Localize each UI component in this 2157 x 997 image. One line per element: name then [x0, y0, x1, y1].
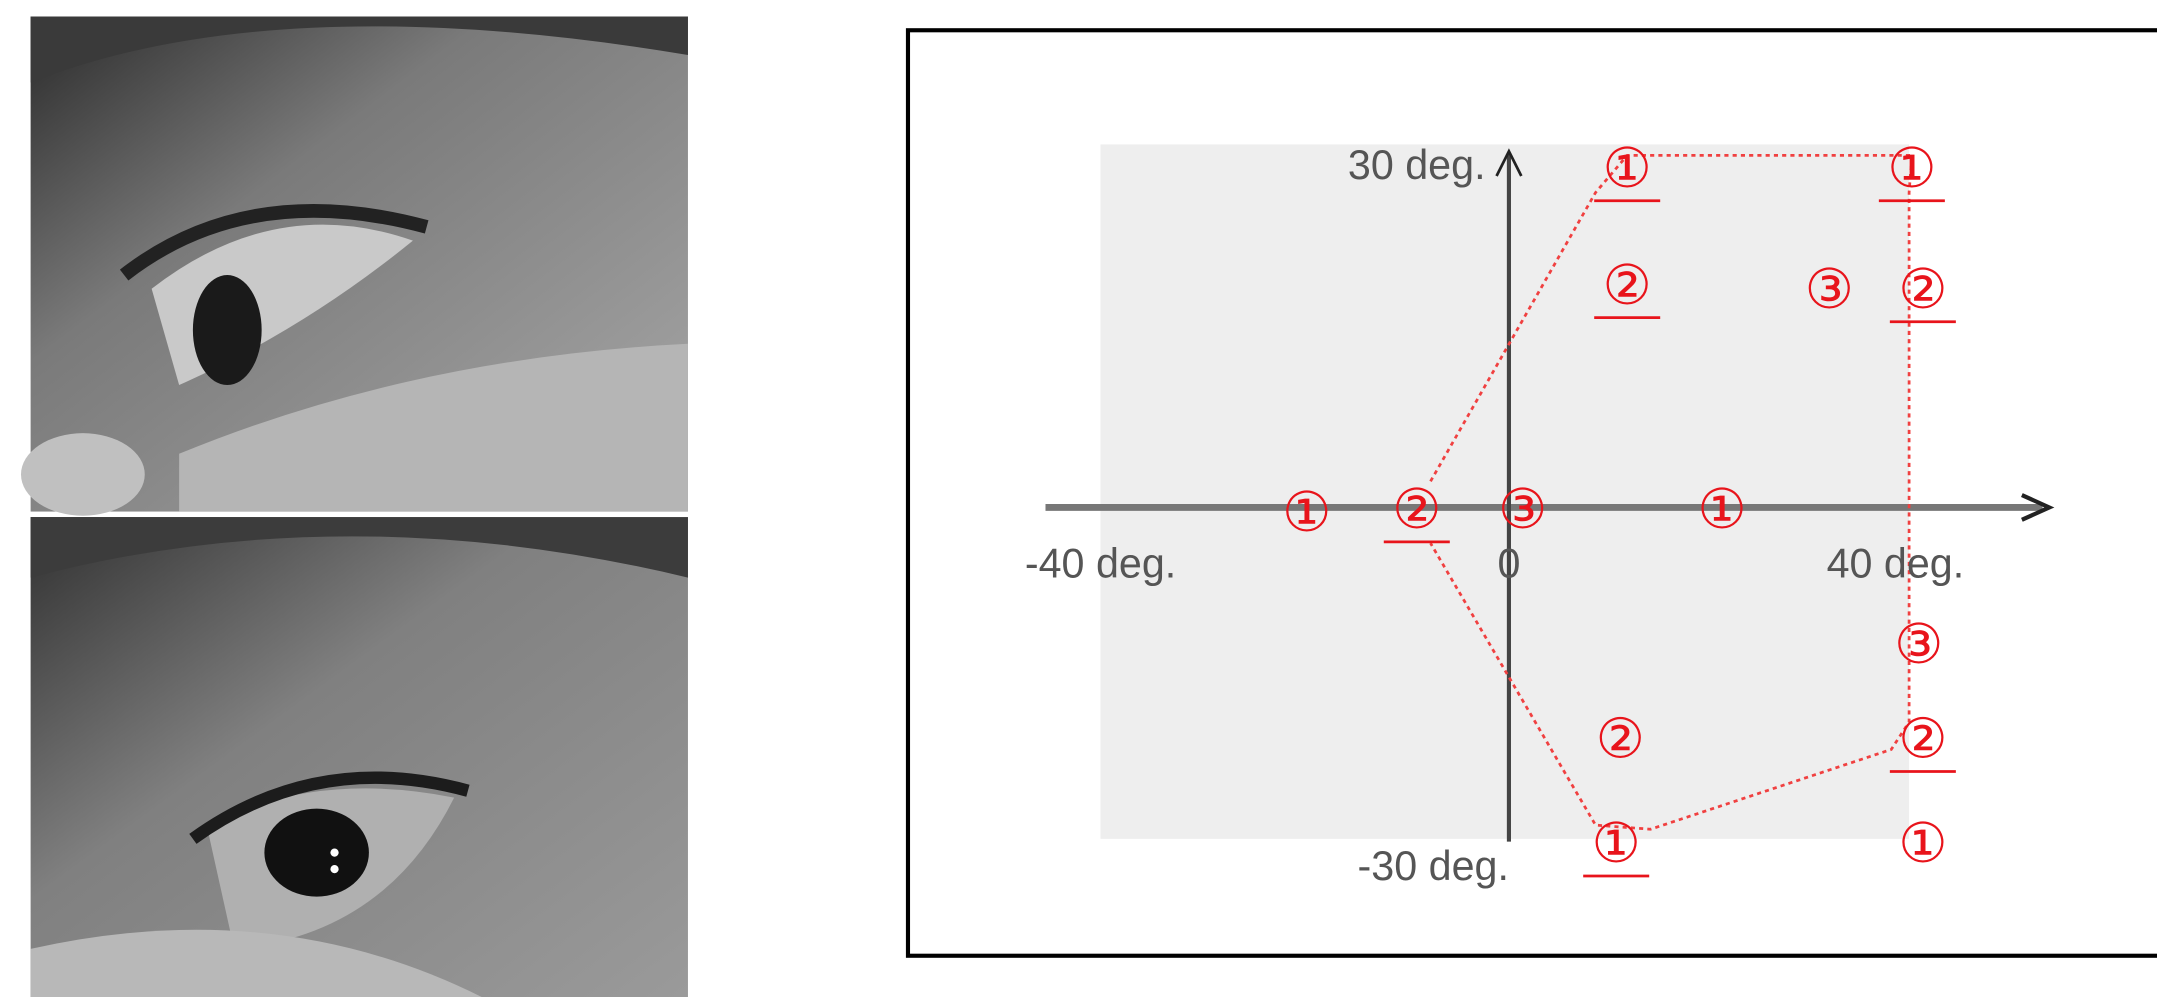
y-bottom-label: -30 deg.: [1358, 843, 1509, 889]
y-top-label: 30 deg.: [1348, 142, 1486, 188]
calibration-point: ①: [1603, 136, 1652, 200]
calibration-point: ①: [1887, 136, 1936, 200]
calibration-point: ①: [1697, 477, 1746, 541]
calibration-point: ①: [1282, 480, 1331, 544]
calibration-point: ②: [1898, 257, 1947, 321]
x-left-label: -40 deg.: [1025, 541, 1176, 587]
eye-photo-bottom: [31, 517, 688, 997]
calibration-point: ①: [1898, 811, 1947, 875]
x-origin-label: 0: [1497, 541, 1520, 587]
calibration-point: ③: [1498, 477, 1547, 541]
slide: 30 deg. -30 deg. -40 deg. 0 40 deg. ①①②③…: [0, 0, 2157, 997]
eye-photo-top: [21, 17, 688, 516]
x-right-label: 40 deg.: [1827, 541, 1965, 587]
calibration-point: ③: [1894, 612, 1943, 676]
calibration-point: ③: [1805, 257, 1854, 321]
calibration-point: ②: [1603, 253, 1652, 317]
calibration-point: ②: [1392, 477, 1441, 541]
calibration-point: ①: [1592, 811, 1641, 875]
calibration-point: ②: [1596, 707, 1645, 771]
page: 30 deg. -30 deg. -40 deg. 0 40 deg. ①①②③…: [0, 0, 2157, 997]
calibration-point: ②: [1898, 707, 1947, 771]
